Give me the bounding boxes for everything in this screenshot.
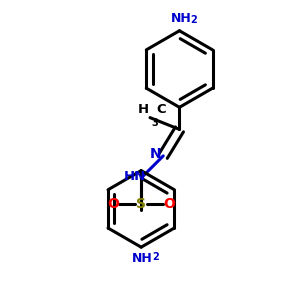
Text: O: O [163,197,175,212]
Text: NH: NH [170,12,191,26]
Text: S: S [136,197,146,212]
Text: HN: HN [124,170,146,183]
Text: 2: 2 [190,15,197,26]
Text: NH: NH [132,253,153,266]
Text: O: O [107,197,119,212]
Text: 3: 3 [152,118,158,128]
Text: H: H [137,103,148,116]
Text: C: C [157,103,166,116]
Text: 2: 2 [152,253,159,262]
Text: N: N [150,147,162,161]
